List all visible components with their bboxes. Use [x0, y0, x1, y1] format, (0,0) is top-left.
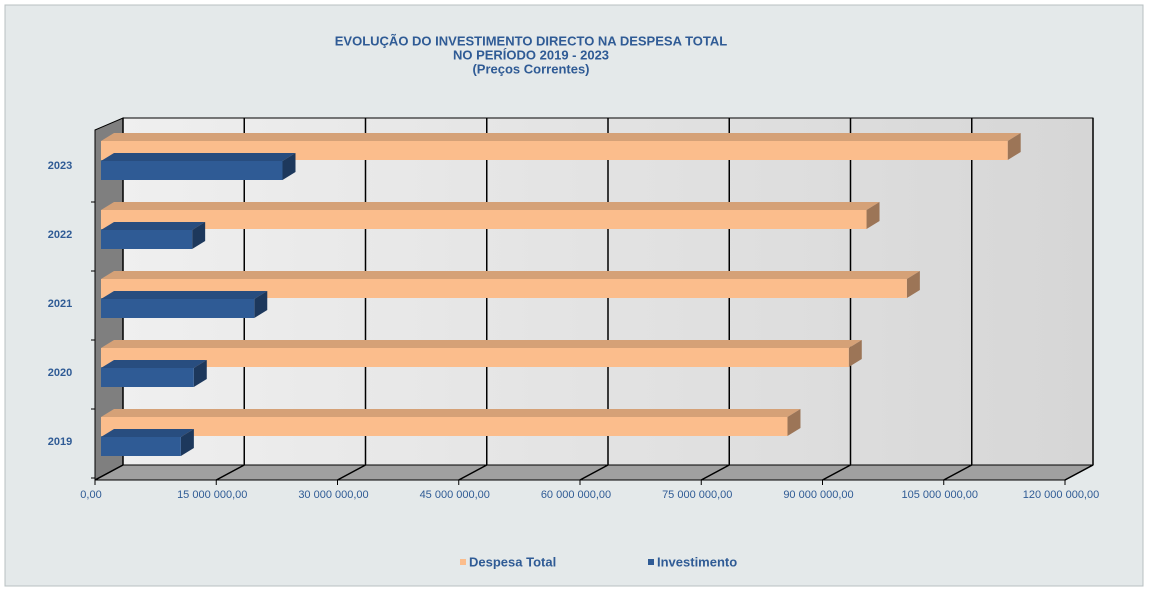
bar-top	[101, 202, 880, 210]
y-tick-label: 2022	[48, 229, 72, 241]
chart-title: EVOLUÇÃO DO INVESTIMENTO DIRECTO NA DESP…	[335, 33, 728, 48]
bar	[101, 348, 849, 367]
grid-line	[337, 464, 366, 481]
y-tick-label: 2021	[48, 298, 72, 310]
bar	[101, 141, 1008, 160]
bar	[101, 161, 283, 180]
bar-side	[192, 222, 206, 249]
y-tick-label: 2023	[48, 160, 72, 172]
bar-top	[101, 222, 206, 230]
bar-side	[906, 271, 920, 298]
x-tick-label: 75 000 000,00	[662, 489, 732, 501]
bar-top	[101, 409, 801, 417]
grid-line	[700, 464, 730, 481]
bar-top	[101, 340, 862, 348]
bar-side	[1007, 133, 1021, 160]
bar	[101, 417, 788, 436]
legend-label: Investimento	[657, 554, 737, 569]
bar-top	[101, 271, 920, 279]
bar-side	[866, 202, 880, 229]
bar	[101, 368, 194, 387]
bar	[101, 299, 255, 318]
x-tick-label: 105 000 000,00	[902, 489, 978, 501]
chart-title: NO PERÍODO 2019 - 2023	[453, 47, 609, 62]
bar-side	[848, 340, 862, 367]
x-tick-label: 90 000 000,00	[783, 489, 853, 501]
x-tick-label: 45 000 000,00	[420, 489, 490, 501]
grid-line	[822, 464, 851, 481]
x-tick-label: 120 000 000,00	[1023, 489, 1099, 501]
bar-top	[101, 153, 296, 161]
bar-side	[254, 291, 268, 318]
bar	[101, 230, 193, 249]
y-tick-label: 2020	[48, 367, 72, 379]
x-tick-label: 0,00	[80, 489, 101, 501]
bar	[101, 210, 867, 229]
x-tick-label: 15 000 000,00	[177, 489, 247, 501]
legend-label: Despesa Total	[469, 554, 556, 569]
grid-line	[943, 464, 973, 481]
bar-side	[282, 153, 296, 180]
legend-swatch	[648, 559, 654, 565]
bar-side	[180, 429, 194, 456]
bar	[101, 437, 181, 456]
bar-side	[787, 409, 801, 436]
bar-top	[101, 360, 207, 368]
x-tick-label: 30 000 000,00	[298, 489, 368, 501]
bar-side	[193, 360, 207, 387]
legend-swatch	[460, 559, 466, 565]
grid-line	[1064, 464, 1094, 481]
bar-top	[101, 291, 268, 299]
grid-line	[94, 464, 124, 481]
bar-top	[101, 133, 1021, 141]
chart-title: (Preços Correntes)	[472, 61, 589, 76]
x-tick-label: 60 000 000,00	[541, 489, 611, 501]
bar-top	[101, 429, 194, 437]
grid-line	[458, 464, 488, 481]
y-tick-label: 2019	[48, 436, 72, 448]
grid-line	[215, 464, 245, 481]
grid-line	[579, 464, 609, 481]
bar	[101, 279, 907, 298]
